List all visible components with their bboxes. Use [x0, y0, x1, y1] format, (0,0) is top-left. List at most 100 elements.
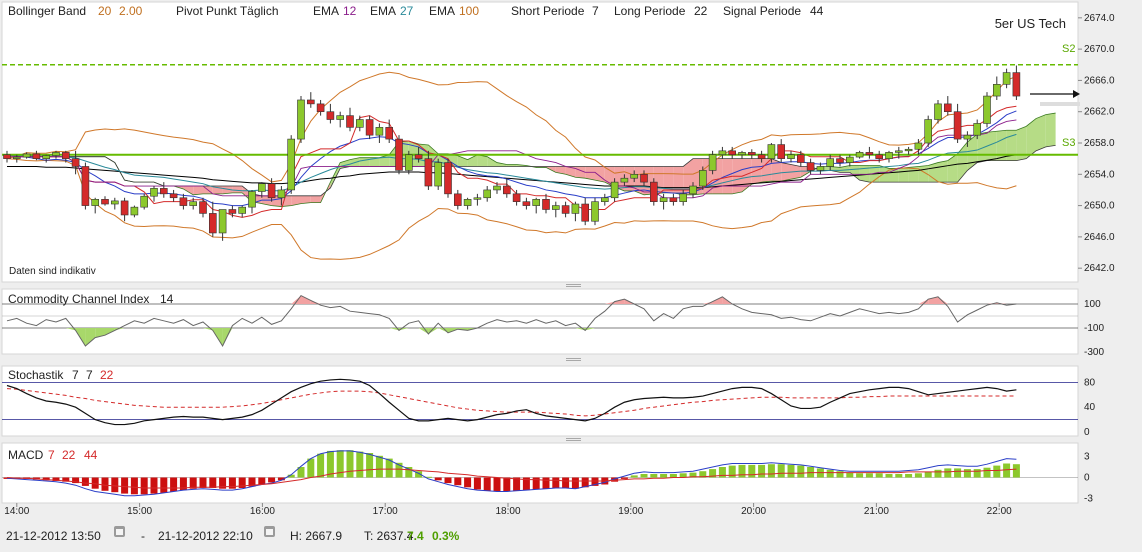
candle-body: [316, 103, 325, 113]
candle-body: [885, 152, 893, 159]
candle-body: [551, 205, 560, 210]
candle-body: [698, 170, 707, 187]
candle-body: [160, 188, 168, 195]
candle-body: [453, 193, 462, 206]
resize-handle[interactable]: [566, 284, 581, 285]
macd-histogram-bar: [81, 477, 89, 486]
macd-histogram-bar: [395, 462, 403, 478]
cci-overbought-fill: [918, 299, 929, 304]
candle-body: [983, 95, 991, 124]
cloud-segment: [359, 157, 370, 167]
candle-body: [404, 154, 413, 171]
macd-histogram-bar: [366, 453, 374, 478]
y-tick-label: 2654.0: [1084, 169, 1115, 180]
span-b-line: [46, 144, 1056, 197]
panel-resize-handles[interactable]: [566, 284, 581, 441]
macd-histogram-bar: [52, 477, 60, 481]
resize-handle[interactable]: [566, 286, 581, 287]
candle-body: [81, 166, 90, 206]
resize-handle[interactable]: [566, 440, 581, 441]
cci-period: 14: [160, 292, 174, 306]
bollinger-upper: [6, 71, 1017, 183]
resize-handle[interactable]: [566, 360, 581, 361]
x-tick-label: 16:00: [250, 506, 275, 517]
ema12-value: 12: [343, 4, 357, 18]
macd-signal-line: [6, 468, 1017, 489]
candle-body: [581, 203, 590, 222]
cci-overbought-fill: [614, 299, 625, 304]
macd-histogram-bar: [346, 450, 354, 478]
candle-body: [3, 154, 11, 159]
calendar-icon[interactable]: [114, 526, 125, 537]
candle-body: [199, 201, 207, 214]
candle-body: [757, 154, 766, 159]
macd-histogram-bar: [885, 474, 893, 478]
cloud-segment: [497, 162, 507, 167]
x-tick-label: 21:00: [864, 506, 889, 517]
cloud-segment: [222, 186, 233, 194]
y-tick-label: 2646.0: [1084, 232, 1115, 243]
short-period-label: Short Periode: [511, 4, 585, 18]
macd-histogram-bar: [689, 472, 697, 478]
cloud-segment: [261, 195, 272, 206]
stoch-tick-label: 0: [1084, 427, 1090, 438]
macd-histogram-bar: [464, 477, 472, 488]
candle-body: [130, 206, 139, 216]
macd-histogram-bar: [797, 465, 805, 478]
macd-histogram-bar: [317, 453, 325, 478]
cloud-segment: [751, 158, 762, 185]
ema100-line: [7, 154, 1017, 189]
macd-histogram-bar: [434, 477, 442, 481]
candle-body: [787, 154, 795, 159]
macd-histogram-bar: [424, 476, 432, 478]
macd-histogram-bar: [483, 477, 491, 491]
y-tick-label: 2666.0: [1084, 75, 1115, 86]
macd-histogram-bar: [767, 464, 775, 478]
macd-histogram-bar: [454, 477, 462, 486]
cloud-segment: [595, 166, 605, 183]
macd-histogram-bar: [895, 474, 903, 478]
macd-histogram-bar: [650, 474, 658, 478]
y-tick-label: 2670.0: [1084, 44, 1115, 55]
cloud-segment: [928, 162, 938, 183]
cci-oversold-fill: [95, 328, 105, 338]
candle-body: [61, 152, 70, 159]
macd-histogram-bar: [473, 477, 481, 490]
macd-histogram-bar: [375, 455, 383, 478]
cloud-segment: [193, 186, 203, 195]
legend-header: Bollinger Band 20 2.00 Pivot Punkt Tägli…: [8, 4, 1075, 277]
macd-histogram-bar: [121, 477, 129, 494]
candle-body: [444, 162, 452, 195]
cci-overbought-fill: [938, 296, 948, 304]
x-tick-label: 22:00: [987, 506, 1012, 517]
candle-body: [140, 195, 148, 208]
macd-tick-label: 3: [1084, 452, 1090, 463]
signal-period-label: Signal Periode: [723, 4, 801, 18]
resize-handle[interactable]: [566, 438, 581, 439]
x-tick-label: 18:00: [495, 506, 520, 517]
calendar-icon[interactable]: [264, 526, 275, 537]
candle-body: [836, 158, 844, 163]
candle-body: [365, 119, 374, 136]
status-bar: 21-12-2012 13:50 - 21-12-2012 22:10 H: 2…: [0, 526, 1142, 547]
stochastic-param-d: 22: [100, 368, 114, 382]
candle-body: [738, 152, 746, 156]
candle-body: [943, 103, 952, 113]
macd-histogram-bar: [748, 464, 756, 478]
macd-line: [6, 450, 1017, 497]
signal-period-value: 44: [810, 4, 824, 18]
resize-handle[interactable]: [566, 358, 581, 359]
macd-histogram-bar: [297, 467, 305, 478]
macd-histogram-bar: [277, 477, 285, 481]
candle-body: [395, 138, 403, 171]
macd-histogram-bar: [963, 469, 971, 478]
cloud-segment: [761, 158, 772, 183]
cloud-segment: [310, 195, 321, 203]
y-tick-label: 2674.0: [1084, 13, 1115, 24]
candle-body: [914, 142, 923, 150]
macd-histogram-bar: [777, 464, 785, 478]
candle-body: [953, 111, 962, 140]
macd-histogram-bar: [503, 477, 511, 492]
macd-histogram-bar: [728, 465, 736, 478]
candle-body: [767, 144, 776, 159]
